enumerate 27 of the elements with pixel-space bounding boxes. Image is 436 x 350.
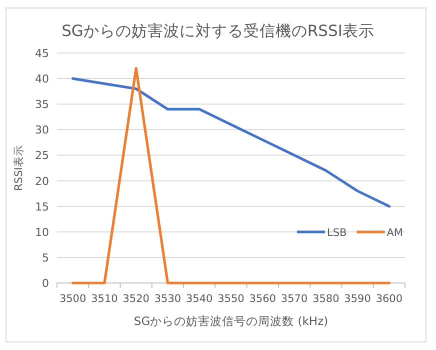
legend-label: LSB — [327, 226, 347, 239]
x-tick-label: 3590 — [344, 293, 371, 305]
y-tick-label: 0 — [42, 277, 49, 290]
x-tick-label: 3560 — [249, 293, 276, 305]
y-tick-label: 40 — [35, 72, 49, 86]
y-tick-label: 20 — [35, 174, 49, 188]
x-tick-label: 3520 — [122, 293, 150, 305]
line-series — [72, 77, 390, 208]
x-tick-label: 3540 — [186, 293, 213, 305]
y-tick-label: 25 — [35, 149, 49, 162]
x-tick-label: 3510 — [91, 293, 118, 305]
y-tick-label: 35 — [35, 98, 49, 112]
x-axis-title: SGからの妨害波信号の周波数 (kHz) — [134, 314, 328, 328]
y-tick-label: 15 — [35, 200, 49, 214]
x-tick-label: 3580 — [312, 293, 340, 305]
y-tick-label: 10 — [35, 226, 49, 239]
chart-title: SGからの妨害波に対する受信機のRSSI表示 — [62, 22, 374, 40]
x-tick-label: 3550 — [218, 293, 244, 305]
x-tick-label: 3530 — [154, 293, 182, 305]
x-tick-label: 3600 — [376, 293, 403, 305]
y-tick-label: 5 — [42, 251, 49, 264]
x-tick-label: 3570 — [280, 293, 308, 305]
y-axis-title: RSSI表示 — [12, 145, 25, 191]
y-tick-label: 45 — [35, 47, 49, 60]
x-tick-label: 3500 — [59, 293, 86, 305]
y-tick-label: 30 — [35, 124, 49, 137]
legend-label: AM — [386, 226, 403, 239]
